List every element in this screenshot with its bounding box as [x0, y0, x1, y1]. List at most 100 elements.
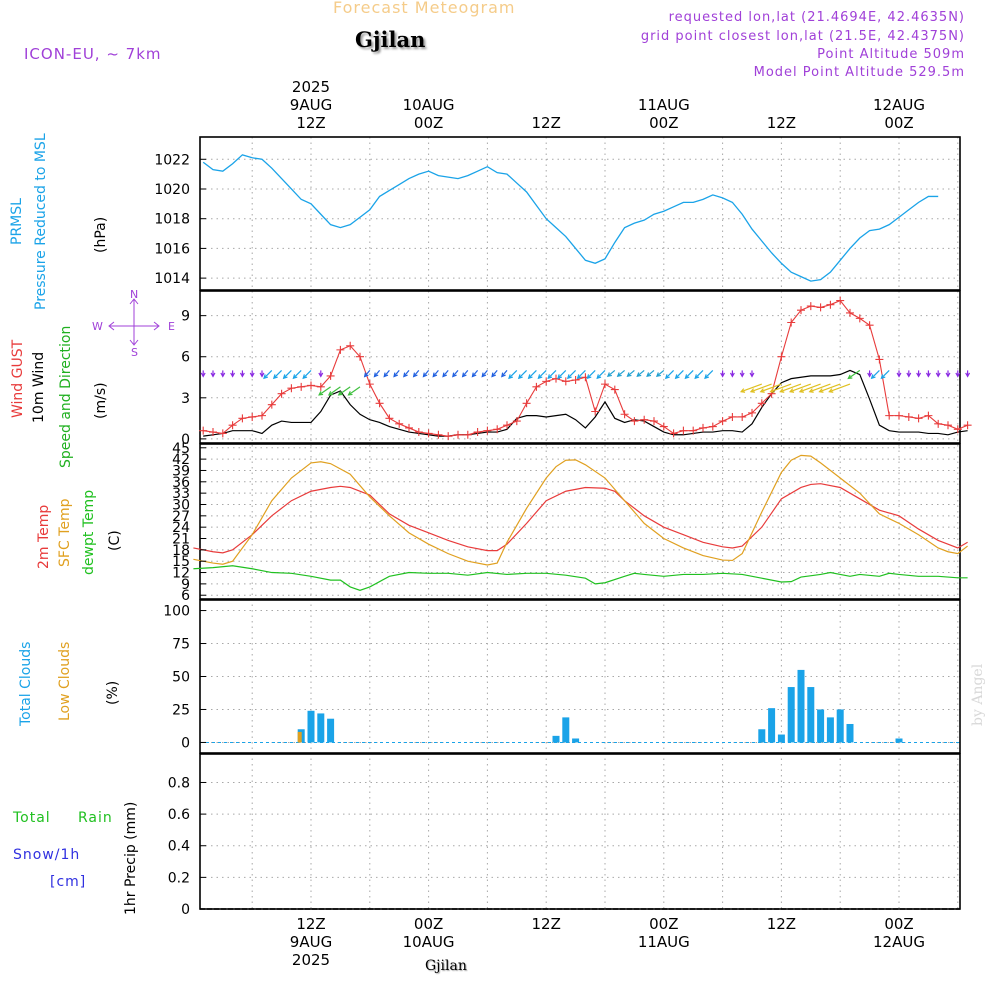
clouds-ytick-label: 75: [172, 637, 190, 653]
wind-direction-arrow: [442, 370, 449, 377]
wind-direction-arrow: [364, 370, 371, 377]
clouds-ytick-label: 100: [163, 604, 190, 620]
precip-label-snow: Snow/1h: [13, 847, 81, 863]
gust-marker: [934, 419, 943, 428]
precip-label-cm: [cm]: [50, 874, 87, 890]
wind-direction-arrow: [656, 369, 665, 377]
wind-arrowhead: [327, 391, 333, 396]
time-label-top: 12AUG: [873, 96, 925, 114]
wind-arrowhead: [442, 372, 448, 378]
wind-direction-arrow: [750, 383, 772, 393]
wind-arrowhead: [249, 372, 255, 378]
wind-direction-arrow: [665, 369, 675, 379]
wind-arrowhead: [318, 372, 324, 378]
wind-direction-arrow: [780, 383, 802, 393]
wind-direction-arrow: [263, 369, 273, 379]
gust-marker: [689, 426, 698, 435]
precip-ytick-label: 0.6: [168, 807, 190, 823]
cloud-total-bar: [797, 669, 805, 743]
chart-title: Forecast Meteogram: [333, 0, 516, 17]
wind-arrowhead: [906, 372, 912, 378]
wind-arrowhead: [239, 372, 245, 378]
pressure-label-desc: Pressure Reduced to MSL: [33, 133, 49, 310]
wind-arrowhead: [870, 374, 876, 380]
gust-marker: [209, 428, 217, 437]
time-label-top: 10AUG: [403, 96, 455, 114]
time-label-bottom: 11AUG: [638, 933, 690, 951]
wind-ytick-label: 9: [181, 309, 190, 325]
wind-direction-arrow: [547, 369, 557, 379]
wind-direction-arrow: [636, 369, 645, 377]
cloud-label-total: Total Clouds: [18, 641, 34, 726]
temp-label-dewpt: dewpt Temp: [81, 489, 97, 575]
wind-direction-arrow: [829, 383, 851, 393]
wind-arrowhead: [916, 372, 922, 378]
gust-marker: [787, 318, 796, 327]
wind-arrowhead: [739, 372, 745, 378]
gust-marker: [414, 428, 423, 437]
gust-marker: [659, 422, 668, 431]
wind-arrowhead: [788, 388, 795, 393]
wind-arrowhead: [412, 372, 418, 378]
gust-marker: [307, 381, 315, 390]
gust-marker: [953, 425, 962, 434]
gust-marker: [865, 321, 874, 330]
wind-arrowhead: [471, 372, 477, 378]
wind-arrowhead: [272, 374, 278, 380]
wind-direction-arrow: [292, 369, 302, 379]
gust-marker: [836, 296, 845, 305]
wind-direction-arrow: [328, 386, 341, 396]
cloud-total-bar: [777, 734, 785, 743]
wind-compass: N W E S: [88, 288, 180, 362]
wind-arrowhead: [347, 391, 353, 396]
gust-marker: [385, 414, 394, 423]
wind-arrowhead: [798, 388, 804, 393]
wind-arrowhead: [491, 372, 497, 378]
gust-marker: [571, 376, 580, 385]
gust-marker: [601, 380, 609, 389]
wind-direction-arrow: [675, 369, 684, 379]
wind-arrowhead: [383, 372, 389, 378]
gust-marker: [346, 341, 355, 350]
wind-arrowhead: [537, 374, 543, 380]
precip-ytick-label: 0: [181, 902, 190, 918]
wind-arrowhead: [432, 372, 438, 378]
cloud-total-bar: [846, 723, 854, 743]
gust-marker: [395, 419, 404, 428]
gust-marker: [316, 382, 325, 391]
axis-layer: 1014101610181020102203696912151821242730…: [154, 78, 925, 969]
gust-marker: [405, 423, 413, 432]
wind-direction-arrow: [403, 370, 410, 377]
pressure-ytick-label: 1018: [154, 212, 190, 228]
wind-arrowhead: [263, 374, 269, 380]
gust-marker: [375, 399, 384, 408]
wind-arrowhead: [508, 374, 514, 380]
wind-direction-arrow: [557, 369, 567, 379]
temp-ytick-label: 6: [181, 588, 190, 604]
precip-label-rain: Rain: [78, 810, 113, 826]
temp-ytick-label: 15: [172, 554, 190, 570]
cloud-total-bar: [895, 738, 903, 743]
temp-ytick-label: 9: [181, 577, 190, 593]
wind-arrowhead: [847, 374, 853, 380]
wind-arrowhead: [818, 388, 824, 393]
gust-marker: [287, 384, 296, 393]
gust-marker: [277, 389, 286, 398]
precip-ytick-label: 0.2: [168, 870, 190, 886]
gust-marker: [591, 407, 600, 416]
cloud-total-bar: [327, 718, 335, 743]
temp-label-2m: 2m Temp: [36, 504, 52, 569]
temp-ytick-label: 33: [172, 486, 190, 502]
wind-arrowhead: [626, 372, 632, 378]
cloud-label-unit: (%): [105, 680, 121, 705]
wind-direction-arrow: [627, 369, 635, 377]
wind-arrowhead: [636, 372, 642, 378]
wind-arrowhead: [302, 374, 308, 380]
cloud-total-bar: [817, 709, 825, 743]
gust-marker: [532, 382, 541, 391]
gust-marker: [610, 385, 619, 394]
time-label-bottom: 00Z: [649, 915, 678, 933]
wind-direction-arrow: [617, 369, 625, 377]
gust-marker: [424, 429, 433, 438]
wind-arrowhead: [694, 374, 700, 380]
